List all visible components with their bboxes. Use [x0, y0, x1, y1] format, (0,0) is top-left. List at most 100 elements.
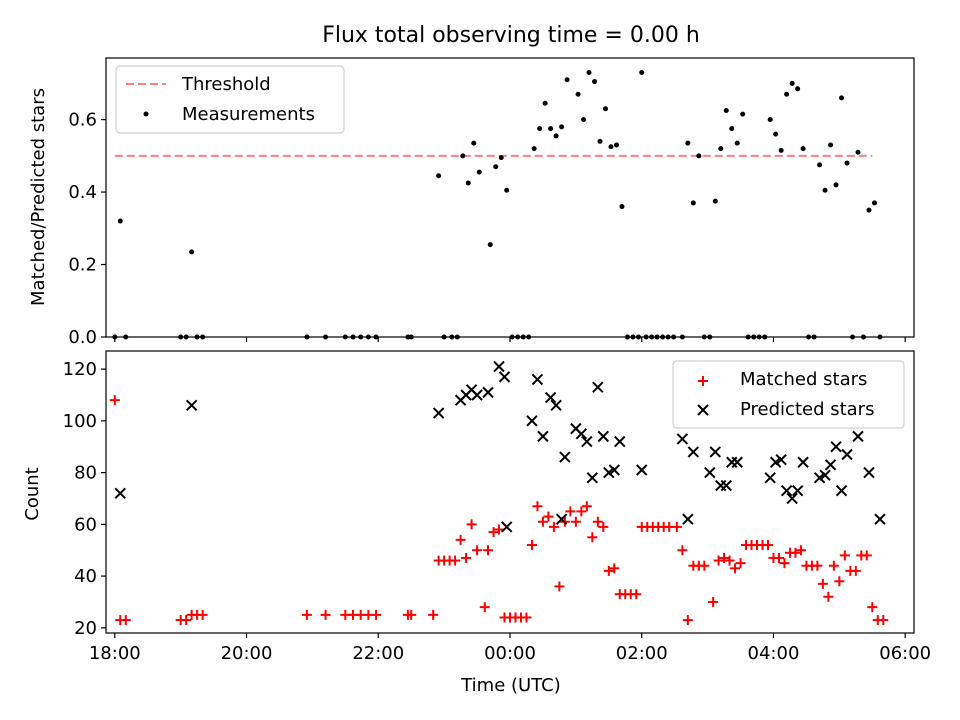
matched-point — [817, 578, 828, 589]
measurement-point — [718, 146, 724, 152]
matched-point — [867, 602, 878, 613]
predicted-point — [720, 479, 732, 492]
measurement-point — [822, 187, 828, 193]
legend-predicted-marker — [697, 404, 709, 416]
measurement-point — [603, 106, 609, 112]
bottom-legend-box — [672, 360, 905, 429]
matched-point — [537, 516, 548, 527]
matched-point — [834, 576, 845, 587]
x-tick-label: 18:00 — [89, 643, 141, 664]
matched-point — [671, 521, 682, 532]
y-tick-label: 0.6 — [68, 110, 97, 131]
matched-point — [543, 511, 554, 522]
measurement-point — [487, 242, 493, 248]
matched-point — [603, 565, 614, 576]
measurement-point — [685, 140, 691, 146]
matched-point — [609, 563, 620, 574]
matched-point — [790, 547, 801, 558]
matched-point — [677, 545, 688, 556]
predicted-point — [432, 407, 445, 419]
matched-point — [762, 540, 773, 551]
top-legend-box — [115, 65, 345, 134]
matched-point — [861, 550, 872, 561]
matched-point — [466, 519, 477, 530]
predicted-point — [780, 484, 793, 497]
matched-point — [713, 555, 724, 566]
predicted-point — [682, 513, 694, 525]
measurement-point — [564, 77, 570, 83]
measurement-point — [828, 142, 834, 148]
top-legend: Threshold Measurements — [115, 65, 345, 134]
predicted-point — [471, 389, 483, 401]
measurement-point — [839, 95, 845, 101]
y-tick-label: 100 — [63, 411, 97, 432]
measurement-point — [613, 142, 619, 148]
matched-point — [455, 534, 466, 545]
matched-point — [795, 545, 806, 556]
legend-matched-label: Matched stars — [740, 369, 867, 390]
matched-point — [483, 545, 494, 556]
matched-point — [724, 555, 735, 566]
y-tick-label: 40 — [74, 566, 97, 587]
bottom-panel-ylabel: Count — [22, 467, 43, 520]
measurement-point — [498, 155, 504, 161]
measurement-point — [465, 180, 471, 186]
matched-point — [532, 501, 543, 512]
measurement-point — [436, 173, 442, 179]
y-tick-label: 120 — [63, 359, 97, 380]
legend-predicted-label: Predicted stars — [740, 399, 874, 420]
legend-measurements-marker — [143, 111, 149, 117]
legend-matched-marker — [698, 376, 708, 386]
predicted-point — [819, 469, 831, 481]
matched-point — [878, 615, 889, 626]
matched-point — [773, 552, 784, 563]
matched-point — [682, 615, 693, 626]
matched-point — [120, 615, 131, 626]
matched-point — [472, 545, 483, 556]
x-tick-label: 04:00 — [748, 643, 800, 664]
predicted-point — [709, 446, 722, 458]
matched-point — [371, 609, 382, 620]
matched-point — [823, 591, 834, 602]
measurement-point — [789, 80, 795, 86]
matched-point — [730, 563, 741, 574]
predicted-point — [555, 513, 568, 525]
matched-point — [576, 506, 587, 517]
matched-point — [548, 521, 559, 532]
bottom-panel-xlabel: Time (UTC) — [460, 675, 561, 696]
measurement-point — [537, 126, 543, 132]
predicted-point — [498, 371, 511, 383]
measurement-point — [476, 169, 482, 175]
top-panel-marks — [112, 69, 883, 340]
predicted-point — [592, 381, 604, 393]
predicted-point — [636, 464, 648, 476]
measurement-point — [608, 144, 614, 150]
predicted-point — [764, 472, 776, 484]
matched-point — [735, 558, 746, 569]
matched-point — [779, 558, 790, 569]
measurement-point — [493, 164, 499, 170]
matched-point — [708, 596, 719, 607]
measurement-point — [575, 91, 581, 97]
matched-point — [428, 609, 439, 620]
predicted-point — [581, 435, 593, 448]
measurement-point — [639, 69, 645, 75]
x-tick-label: 06:00 — [879, 643, 931, 664]
predicted-point — [830, 441, 842, 453]
measurement-point — [504, 187, 510, 193]
measurement-point — [767, 117, 773, 123]
measurement-point — [712, 198, 718, 204]
matched-point — [479, 602, 490, 613]
top-panel-ylabel: Matched/Predicted stars — [28, 88, 49, 306]
matched-point — [406, 609, 417, 620]
measurement-point — [833, 182, 839, 188]
y-tick-label: 0.0 — [68, 327, 97, 348]
measurement-point — [855, 149, 861, 155]
predicted-point — [852, 430, 864, 443]
matched-point — [450, 555, 461, 566]
bottom-panel-marks — [109, 360, 889, 626]
predicted-point — [493, 360, 505, 373]
measurement-point — [740, 111, 746, 117]
matched-point — [565, 506, 576, 517]
top-panel: 0.0 0.2 0.4 0.6 Matched/Predicted stars Thr… — [28, 57, 915, 348]
